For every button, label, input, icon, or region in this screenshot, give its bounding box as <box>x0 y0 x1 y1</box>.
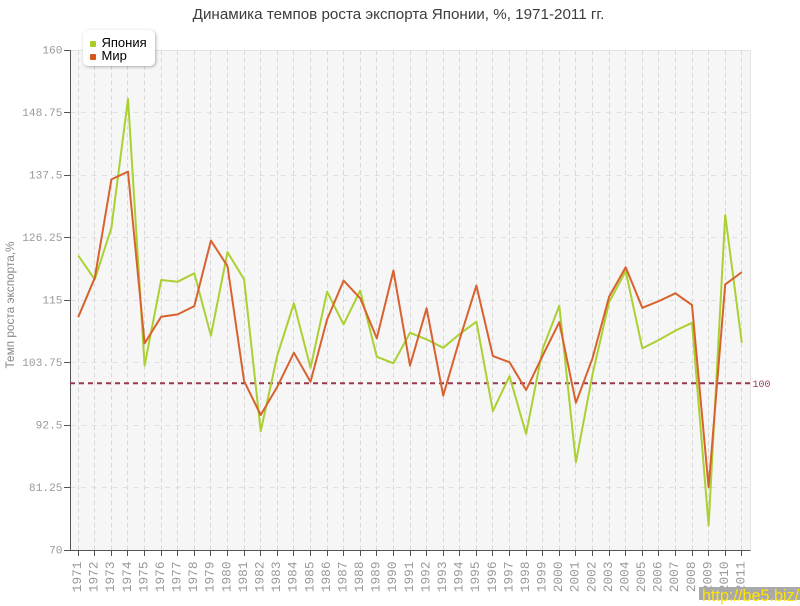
svg-text:1990: 1990 <box>385 562 400 593</box>
svg-text:1981: 1981 <box>236 561 251 592</box>
svg-text:92.5: 92.5 <box>36 421 63 433</box>
svg-text:160: 160 <box>42 46 62 58</box>
svg-text:126.25: 126.25 <box>22 233 62 245</box>
svg-text:1975: 1975 <box>136 562 151 593</box>
svg-text:1997: 1997 <box>501 562 516 593</box>
svg-text:1984: 1984 <box>286 561 301 592</box>
svg-text:2004: 2004 <box>618 561 633 592</box>
svg-text:1991: 1991 <box>402 561 417 592</box>
svg-text:137.5: 137.5 <box>29 171 63 183</box>
svg-text:1992: 1992 <box>418 562 433 593</box>
svg-text:1993: 1993 <box>435 562 450 593</box>
svg-text:1986: 1986 <box>319 562 334 593</box>
svg-text:1995: 1995 <box>468 562 483 593</box>
svg-text:1987: 1987 <box>335 562 350 593</box>
svg-text:1978: 1978 <box>186 562 201 593</box>
svg-text:2008: 2008 <box>684 562 699 593</box>
svg-text:2000: 2000 <box>551 562 566 593</box>
svg-text:1971: 1971 <box>70 561 85 592</box>
svg-text:2010: 2010 <box>717 562 732 593</box>
svg-text:2003: 2003 <box>601 562 616 593</box>
svg-text:2007: 2007 <box>667 562 682 593</box>
svg-text:1980: 1980 <box>219 562 234 593</box>
svg-text:1989: 1989 <box>369 562 384 593</box>
svg-text:103.75: 103.75 <box>22 358 62 370</box>
svg-text:1982: 1982 <box>253 562 268 593</box>
svg-text:115: 115 <box>42 296 62 308</box>
svg-text:Темп роста экспорта,%: Темп роста экспорта,% <box>3 241 17 369</box>
svg-text:1996: 1996 <box>485 562 500 593</box>
svg-text:1999: 1999 <box>535 562 550 593</box>
svg-text:1974: 1974 <box>120 561 135 592</box>
svg-text:1979: 1979 <box>203 562 218 593</box>
svg-text:100: 100 <box>753 380 771 391</box>
svg-text:2009: 2009 <box>700 562 715 593</box>
svg-text:1998: 1998 <box>518 562 533 593</box>
svg-text:1983: 1983 <box>269 562 284 593</box>
svg-text:2002: 2002 <box>584 562 599 593</box>
svg-text:2006: 2006 <box>651 562 666 593</box>
svg-text:148.75: 148.75 <box>22 108 62 120</box>
svg-text:1977: 1977 <box>170 562 185 593</box>
svg-text:1988: 1988 <box>352 562 367 593</box>
svg-text:1972: 1972 <box>87 562 102 593</box>
svg-text:2005: 2005 <box>634 562 649 593</box>
svg-text:1976: 1976 <box>153 562 168 593</box>
svg-text:81.25: 81.25 <box>29 483 63 495</box>
svg-text:70: 70 <box>49 546 63 558</box>
svg-text:2011: 2011 <box>734 561 749 592</box>
svg-text:1994: 1994 <box>452 561 467 592</box>
svg-text:1985: 1985 <box>302 562 317 593</box>
svg-text:1973: 1973 <box>103 562 118 593</box>
svg-text:2001: 2001 <box>568 561 583 592</box>
